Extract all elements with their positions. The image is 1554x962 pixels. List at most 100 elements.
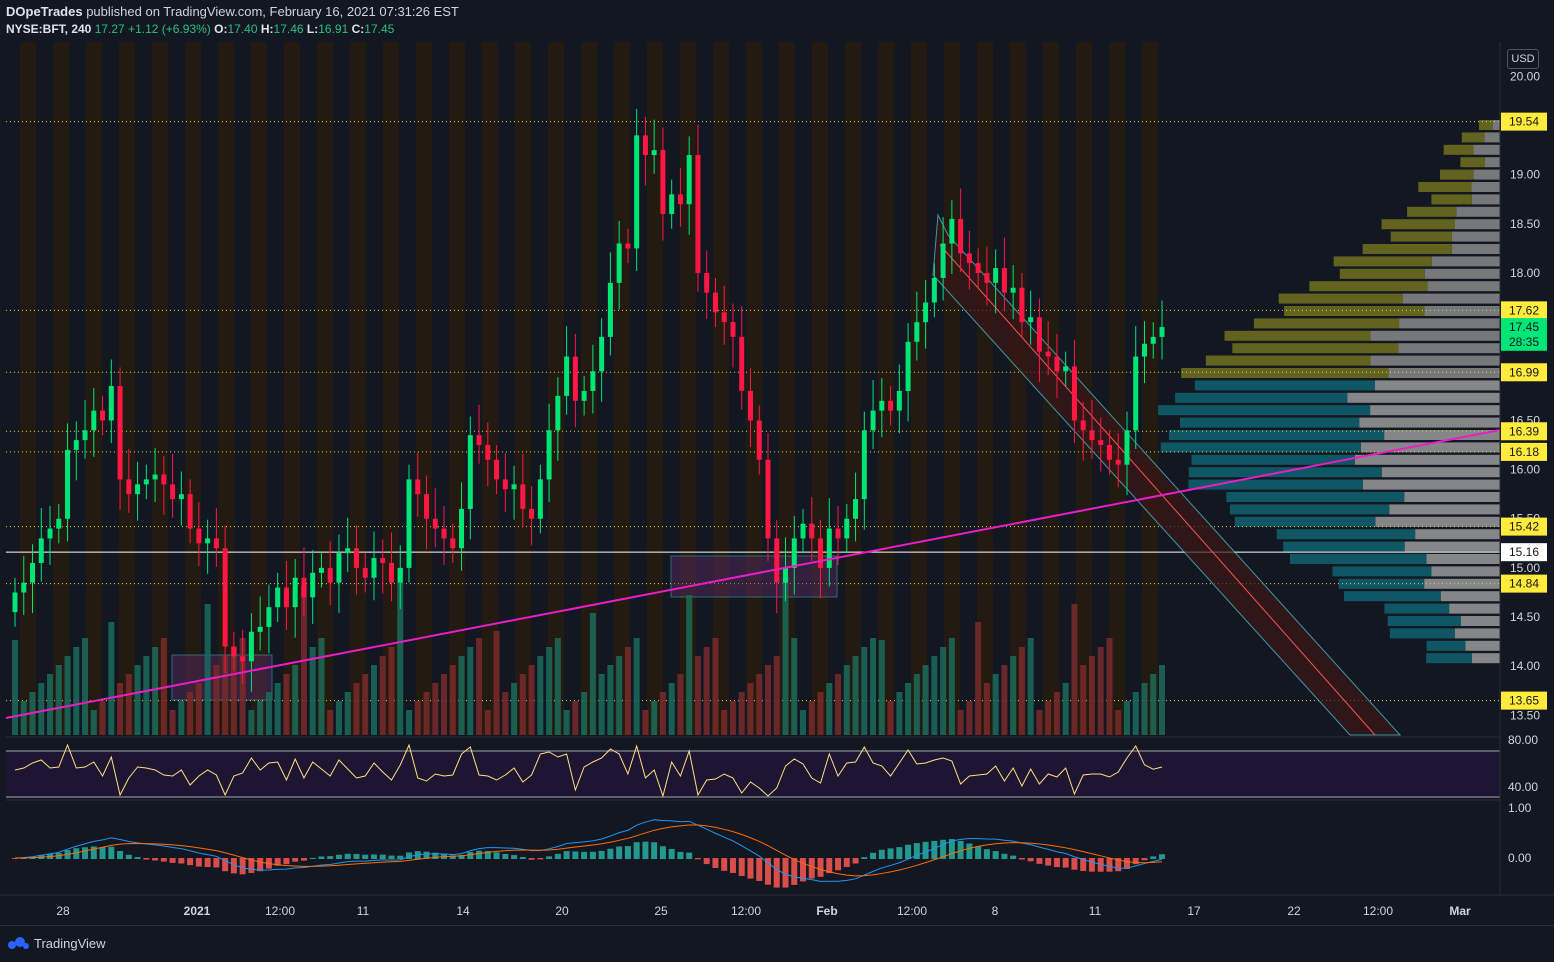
currency-button[interactable]: USD xyxy=(1507,49,1539,69)
profile-row-down xyxy=(1340,269,1425,279)
candle-body xyxy=(1081,420,1086,430)
candle-body xyxy=(827,529,832,568)
candle-body xyxy=(1072,366,1077,420)
volume-bar xyxy=(1019,647,1025,735)
macd-histogram-bar xyxy=(607,849,613,859)
symbol-ohlc-line: NYSE:BFT, 240 17.27 +1.12 (+6.93%) O:17.… xyxy=(6,22,394,36)
profile-row-down xyxy=(1232,343,1398,353)
volume-bar xyxy=(914,674,920,735)
candle-body xyxy=(354,548,359,568)
macd-histogram-bar xyxy=(388,856,394,859)
candle-body xyxy=(590,371,595,391)
session-stripe xyxy=(515,42,531,735)
last-price: 17.27 xyxy=(95,22,125,36)
volume-bar xyxy=(844,665,850,735)
macd-histogram-bar xyxy=(1001,854,1007,859)
macd-histogram-bar xyxy=(371,854,377,859)
profile-row-up xyxy=(1389,504,1500,514)
candle-body xyxy=(634,135,639,248)
symbol-interval[interactable]: NYSE:BFT, 240 xyxy=(6,22,91,36)
macd-line xyxy=(15,820,1162,882)
profile-row-up xyxy=(1399,318,1500,328)
profile-row-down xyxy=(1462,132,1485,142)
volume-bar xyxy=(1133,692,1139,735)
candle-body xyxy=(853,499,858,519)
candle-body xyxy=(687,155,692,204)
candle-body xyxy=(976,263,981,273)
volume-bar xyxy=(283,674,289,735)
macd-histogram-bar xyxy=(660,846,666,859)
profile-row-down xyxy=(1390,628,1455,638)
open-label: O: xyxy=(214,22,227,36)
volume-bar xyxy=(1045,701,1051,735)
candle-body xyxy=(564,357,569,396)
time-tick-label: 2021 xyxy=(184,904,211,918)
candle-body xyxy=(301,578,306,598)
brand-name[interactable]: TradingView xyxy=(34,936,106,951)
profile-row-up xyxy=(1432,256,1500,266)
volume-bar xyxy=(432,683,438,735)
candle-body xyxy=(389,563,394,583)
volume-bar xyxy=(695,656,701,735)
volume-bar xyxy=(12,640,18,735)
profile-row-down xyxy=(1440,170,1474,180)
macd-histogram-bar xyxy=(695,858,701,859)
volume-bar xyxy=(345,692,351,735)
candle-body xyxy=(923,302,928,322)
profile-row-up xyxy=(1415,529,1500,539)
low-value: 16.91 xyxy=(318,22,348,36)
candle-body xyxy=(932,278,937,303)
macd-histogram-bar xyxy=(1045,858,1051,866)
profile-row-up xyxy=(1456,207,1500,217)
profile-row-up xyxy=(1452,244,1500,254)
macd-histogram-bar xyxy=(975,846,981,859)
macd-histogram-bar xyxy=(502,854,508,859)
candle-body xyxy=(836,529,841,539)
candle-body xyxy=(433,519,438,529)
volume-bar xyxy=(537,656,543,735)
macd-histogram-bar xyxy=(476,851,482,859)
macd-histogram-bar xyxy=(318,856,324,859)
macd-histogram-bar xyxy=(616,846,622,859)
volume-bar xyxy=(178,701,184,735)
volume-profile xyxy=(1158,120,1500,663)
volume-bar xyxy=(555,638,561,735)
session-stripe xyxy=(185,42,201,735)
candle-body xyxy=(1116,460,1121,465)
profile-row-up xyxy=(1431,566,1500,576)
profile-row-down xyxy=(1169,430,1384,440)
volume-bar xyxy=(1159,665,1165,735)
candle-body xyxy=(275,588,280,608)
volume-bar xyxy=(712,638,718,735)
profile-row-down xyxy=(1309,281,1427,291)
candle-body xyxy=(914,322,919,342)
profile-row-up xyxy=(1472,653,1500,663)
volume-bar xyxy=(809,701,815,735)
candle-body xyxy=(65,450,70,519)
candle-body xyxy=(56,519,61,529)
volume-bar xyxy=(625,647,631,735)
volume-bar xyxy=(634,638,640,735)
macd-histogram-bar xyxy=(721,858,727,871)
session-stripe xyxy=(944,42,960,735)
volume-bar xyxy=(923,665,929,735)
candle-body xyxy=(1142,344,1147,357)
candle-body xyxy=(1063,366,1068,371)
profile-row-down xyxy=(1158,405,1370,415)
candle-body xyxy=(310,573,315,598)
profile-row-up xyxy=(1405,542,1500,552)
macd-histogram-bar xyxy=(1036,858,1042,864)
macd-histogram-bar xyxy=(213,858,219,867)
session-stripe xyxy=(1109,42,1125,735)
time-tick-label: 17 xyxy=(1187,904,1201,918)
session-stripe xyxy=(284,42,300,735)
volume-bar xyxy=(791,638,797,735)
candle-body xyxy=(678,194,683,204)
macd-histogram-bar xyxy=(205,858,211,867)
volume-bar xyxy=(686,595,692,735)
volume-bar xyxy=(765,665,771,735)
macd-histogram-bar xyxy=(905,845,911,859)
profile-row-up xyxy=(1452,232,1500,242)
volume-bar xyxy=(572,701,578,735)
